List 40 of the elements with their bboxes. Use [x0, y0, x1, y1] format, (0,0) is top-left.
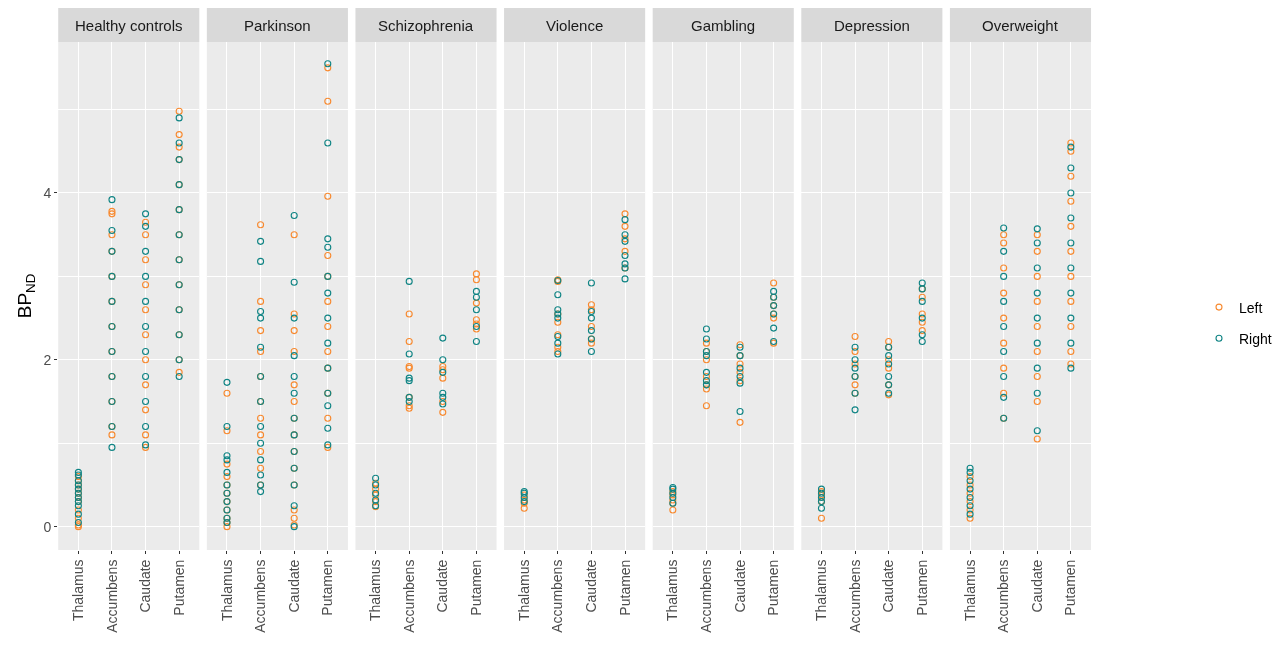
- y-tick-label: 2: [43, 351, 52, 368]
- chart-title: Gambling: [691, 17, 756, 34]
- x-tick-label: Putamen: [1062, 559, 1079, 616]
- x-tick-label: Accumbens: [549, 559, 566, 633]
- x-tick-label: Accumbens: [995, 559, 1012, 633]
- x-tick-label: Putamen: [170, 559, 187, 616]
- x-tick-label: Thalamus: [515, 559, 532, 622]
- legend-label: Right: [1239, 330, 1272, 347]
- chart-title: Healthy controls: [75, 17, 183, 34]
- x-tick-label: Caudate: [434, 559, 451, 613]
- chart-title: Schizophrenia: [378, 17, 474, 34]
- chart-title: Overweight: [982, 17, 1059, 34]
- x-tick-label: Accumbens: [252, 559, 269, 633]
- x-tick-label: Putamen: [319, 559, 336, 616]
- chart-title: Depression: [834, 17, 910, 34]
- x-tick-label: Putamen: [765, 559, 782, 616]
- x-tick-label: Caudate: [880, 559, 897, 613]
- x-tick-label: Putamen: [913, 559, 930, 616]
- chart-title: Violence: [546, 17, 604, 34]
- chart-title: Parkinson: [244, 17, 311, 34]
- x-tick-label: Putamen: [616, 559, 633, 616]
- x-tick-label: Accumbens: [846, 559, 863, 633]
- y-tick-label: 4: [43, 184, 52, 201]
- x-tick-label: Thalamus: [367, 559, 384, 622]
- x-tick-label: Thalamus: [961, 559, 978, 622]
- legend-label: Left: [1239, 299, 1263, 316]
- x-tick-label: Caudate: [582, 559, 599, 613]
- x-tick-label: Putamen: [467, 559, 484, 616]
- y-tick-label: 0: [43, 518, 52, 535]
- x-tick-label: Caudate: [285, 559, 302, 613]
- x-tick-label: Accumbens: [697, 559, 714, 633]
- x-tick-label: Thalamus: [664, 559, 681, 622]
- x-tick-label: Accumbens: [103, 559, 120, 633]
- x-tick-label: Thalamus: [218, 559, 235, 622]
- x-tick-label: Thalamus: [69, 559, 86, 622]
- x-tick-label: Accumbens: [400, 559, 417, 633]
- x-tick-label: Caudate: [1028, 559, 1045, 613]
- x-tick-label: Thalamus: [813, 559, 830, 622]
- x-tick-label: Caudate: [731, 559, 748, 613]
- x-tick-label: Caudate: [137, 559, 154, 613]
